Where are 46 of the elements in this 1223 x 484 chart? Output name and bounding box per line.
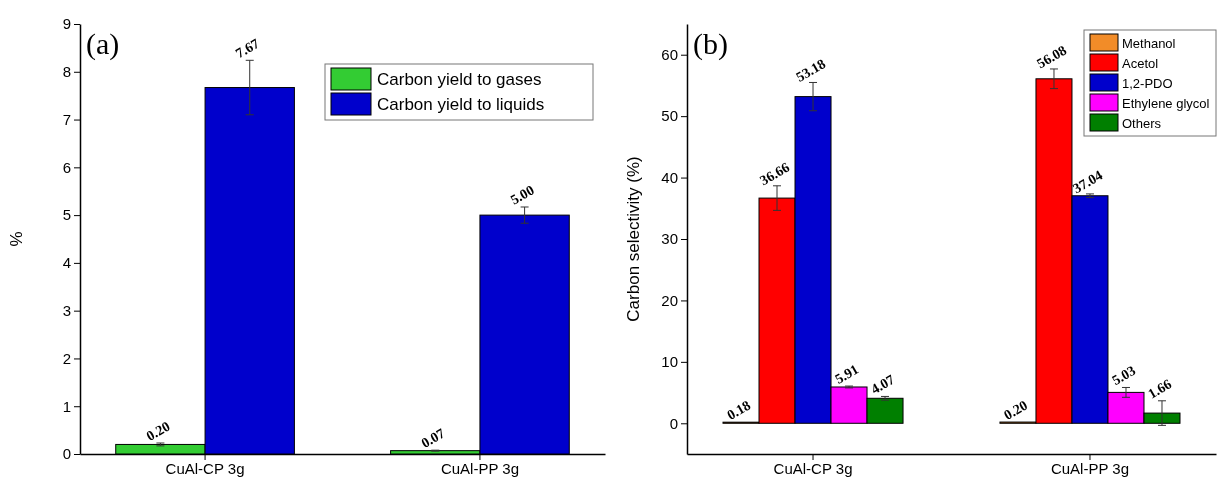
- data-label: 56.08: [1034, 42, 1070, 72]
- y-tick-label: 5: [62, 206, 71, 224]
- y-tick-label: 8: [62, 63, 71, 81]
- legend-label: Others: [1122, 116, 1162, 131]
- y-tick-label: 1: [62, 397, 71, 415]
- data-label: 0.20: [143, 418, 173, 444]
- y-tick-label: 4: [62, 254, 71, 272]
- y-tick-label: 40: [661, 168, 678, 186]
- y-tick-label: 7: [62, 110, 71, 128]
- data-label: 5.03: [1109, 362, 1139, 389]
- x-tick-label: CuAl-PP 3g: [440, 459, 519, 477]
- legend-label: Methanol: [1122, 36, 1176, 51]
- y-tick-label: 0: [669, 414, 678, 432]
- data-label: 1.66: [1145, 376, 1175, 402]
- data-label: 5.91: [832, 361, 862, 387]
- x-tick-label: CuAl-CP 3g: [165, 459, 245, 477]
- legend-label: Ethylene glycol: [1122, 96, 1210, 111]
- x-tick-label: CuAl-CP 3g: [773, 459, 853, 477]
- data-label: 37.04: [1070, 167, 1106, 197]
- data-label: 0.07: [418, 425, 448, 451]
- data-label: 4.07: [868, 371, 898, 398]
- y-tick-label: 50: [661, 107, 678, 125]
- y-tick-label: 9: [62, 15, 71, 33]
- legend-label: Acetol: [1122, 56, 1159, 71]
- data-label: 5.00: [507, 182, 537, 208]
- legend-label: Carbon yield to liquids: [377, 94, 545, 114]
- legend-label: Carbon yield to gases: [377, 69, 542, 89]
- y-tick-label: 2: [62, 349, 71, 367]
- y-axis-title: %: [7, 231, 26, 247]
- y-tick-label: 60: [661, 46, 678, 64]
- x-tick-label: CuAl-PP 3g: [1050, 459, 1130, 477]
- y-tick-label: 0: [62, 445, 71, 463]
- y-axis-title: Carbon selectivity (%): [624, 156, 643, 322]
- legend-label: 1,2-PDO: [1122, 76, 1173, 91]
- data-label: 36.66: [757, 159, 793, 189]
- y-tick-label: 30: [661, 230, 678, 248]
- y-tick-label: 3: [62, 301, 71, 319]
- data-label: 0.20: [1001, 397, 1031, 423]
- data-label: 53.18: [793, 56, 829, 85]
- y-tick-label: 6: [62, 158, 71, 176]
- data-label: 7.67: [233, 35, 262, 62]
- y-tick-label: 10: [661, 353, 678, 371]
- y-tick-label: 20: [661, 291, 678, 309]
- chart-title: (a): [86, 27, 120, 61]
- data-label: 0.18: [724, 397, 754, 423]
- chart-title: (b): [693, 27, 728, 61]
